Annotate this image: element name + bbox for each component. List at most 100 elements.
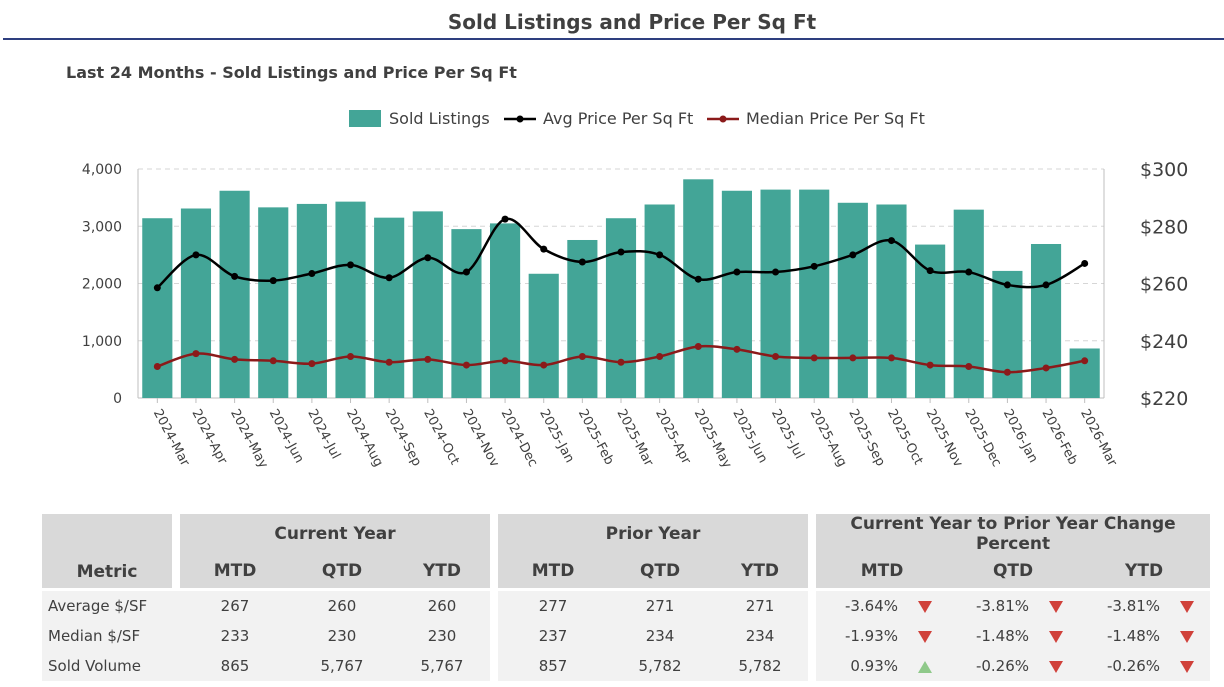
arrow-down-icon — [1180, 600, 1195, 613]
median-price-point — [269, 357, 277, 365]
median-price-point — [887, 354, 895, 362]
bar — [1069, 348, 1100, 398]
change-value: -3.81% — [975, 597, 1030, 615]
x-tick-label: 2024-Jun — [266, 407, 307, 466]
bar — [180, 208, 212, 398]
cell-value: 5,767 — [394, 651, 499, 681]
y-right-tick-label: $280 — [1140, 216, 1188, 238]
y-left-tick-label: 1,000 — [82, 334, 122, 350]
cell-value: 260 — [394, 591, 499, 621]
median-price-point — [462, 361, 470, 369]
y-left-tick-label: 3,000 — [82, 219, 122, 235]
change-cell: 0.93% — [816, 651, 949, 681]
bar — [644, 204, 675, 398]
bar — [412, 211, 443, 398]
bar — [258, 207, 289, 398]
avg-price-point — [965, 268, 973, 276]
avg-price-point — [308, 269, 316, 277]
row-label: Average $/SF — [42, 591, 180, 621]
x-tick-label: 2025-Jun — [729, 407, 770, 466]
arrow-down-icon — [1049, 630, 1064, 643]
avg-price-point — [501, 215, 509, 223]
table-row: Median $/SF 233 230 230 237 234 234 -1.9… — [42, 621, 1211, 651]
y-left-tick-label: 0 — [113, 391, 122, 407]
group-change-percent: Current Year to Prior Year Change Percen… — [816, 514, 1211, 554]
median-price-point — [926, 361, 934, 369]
col-prior-ytd: YTD — [712, 554, 817, 591]
cell-value: 230 — [394, 621, 499, 651]
median-price-point — [617, 358, 625, 366]
bar — [1030, 243, 1062, 398]
cell-value: 234 — [608, 621, 713, 651]
x-tick-label: 2025-Jan — [536, 407, 577, 466]
avg-price-point — [810, 262, 818, 270]
legend-marker-median-price — [719, 115, 727, 123]
change-value: -1.93% — [844, 627, 899, 645]
median-price-point — [772, 352, 780, 360]
y-right-tick-label: $300 — [1140, 159, 1188, 181]
group-prior-year: Prior Year — [498, 514, 817, 554]
bar — [142, 218, 173, 398]
bar — [296, 203, 327, 398]
avg-price-point — [540, 245, 548, 253]
median-price-point — [308, 360, 316, 368]
legend-marker-avg-price — [516, 115, 524, 123]
y-right-tick-label: $220 — [1140, 388, 1188, 410]
arrow-down-icon — [1049, 600, 1064, 613]
group-current-year: Current Year — [180, 514, 499, 554]
median-price-point — [231, 355, 239, 363]
col-current-ytd: YTD — [394, 554, 499, 591]
cell-value: 271 — [608, 591, 713, 621]
change-value: -0.26% — [1106, 657, 1161, 675]
median-price-point — [385, 358, 393, 366]
cell-value: 234 — [712, 621, 817, 651]
change-cell: -1.93% — [816, 621, 949, 651]
bar — [683, 179, 714, 398]
avg-price-point — [1042, 281, 1050, 289]
median-price-point — [424, 355, 432, 363]
legend-label: Sold Listings — [389, 109, 490, 128]
change-value: -3.81% — [1106, 597, 1161, 615]
x-tick-label: 2026-Mar — [1077, 407, 1120, 470]
change-value: -1.48% — [1106, 627, 1161, 645]
bar — [799, 189, 830, 398]
bar — [837, 202, 868, 398]
x-tick-label: 2025-Jul — [768, 407, 807, 462]
cell-value: 857 — [498, 651, 609, 681]
cell-value: 267 — [180, 591, 290, 621]
y-left-tick-label: 4,000 — [82, 162, 122, 178]
bar — [721, 190, 752, 398]
arrow-down-icon — [1180, 630, 1195, 643]
chart-title: Last 24 Months - Sold Listings and Price… — [66, 63, 517, 82]
bar — [374, 217, 405, 398]
col-current-qtd: QTD — [290, 554, 394, 591]
metric-header: Metric — [42, 554, 180, 591]
x-tick-label: 2024-Dec — [498, 407, 541, 470]
x-tick-label: 2025-Sep — [845, 407, 887, 469]
avg-price-point — [1003, 281, 1011, 289]
table-row: Sold Volume 865 5,767 5,767 857 5,782 5,… — [42, 651, 1211, 681]
y-right-tick-label: $240 — [1140, 331, 1188, 353]
arrow-up-icon — [918, 660, 933, 673]
median-price-point — [656, 352, 664, 360]
x-tick-label: 2025-Nov — [923, 407, 966, 470]
col-change-qtd: QTD — [948, 554, 1079, 591]
col-current-mtd: MTD — [180, 554, 290, 591]
x-tick-label: 2025-Aug — [807, 407, 850, 470]
legend-swatch-sold-listings — [349, 110, 381, 127]
combo-chart: 0 1,000 2,000 3,000 4,000 $220 $240 $260 $280 $30… — [82, 109, 1188, 471]
bar — [876, 204, 907, 398]
change-value: 0.93% — [850, 657, 899, 675]
col-change-mtd: MTD — [816, 554, 949, 591]
legend-label: Avg Price Per Sq Ft — [543, 109, 693, 128]
row-label: Median $/SF — [42, 621, 180, 651]
median-price-point — [501, 357, 509, 365]
col-prior-mtd: MTD — [498, 554, 609, 591]
stats-table-wrap: Current Year Prior Year Current Year to … — [42, 514, 1211, 681]
cell-value: 5,782 — [608, 651, 713, 681]
bar — [528, 273, 559, 398]
legend-label: Median Price Per Sq Ft — [746, 109, 925, 128]
page-title: Sold Listings and Price Per Sq Ft — [447, 10, 817, 34]
avg-price-point — [347, 261, 355, 269]
title-divider — [3, 38, 1224, 40]
